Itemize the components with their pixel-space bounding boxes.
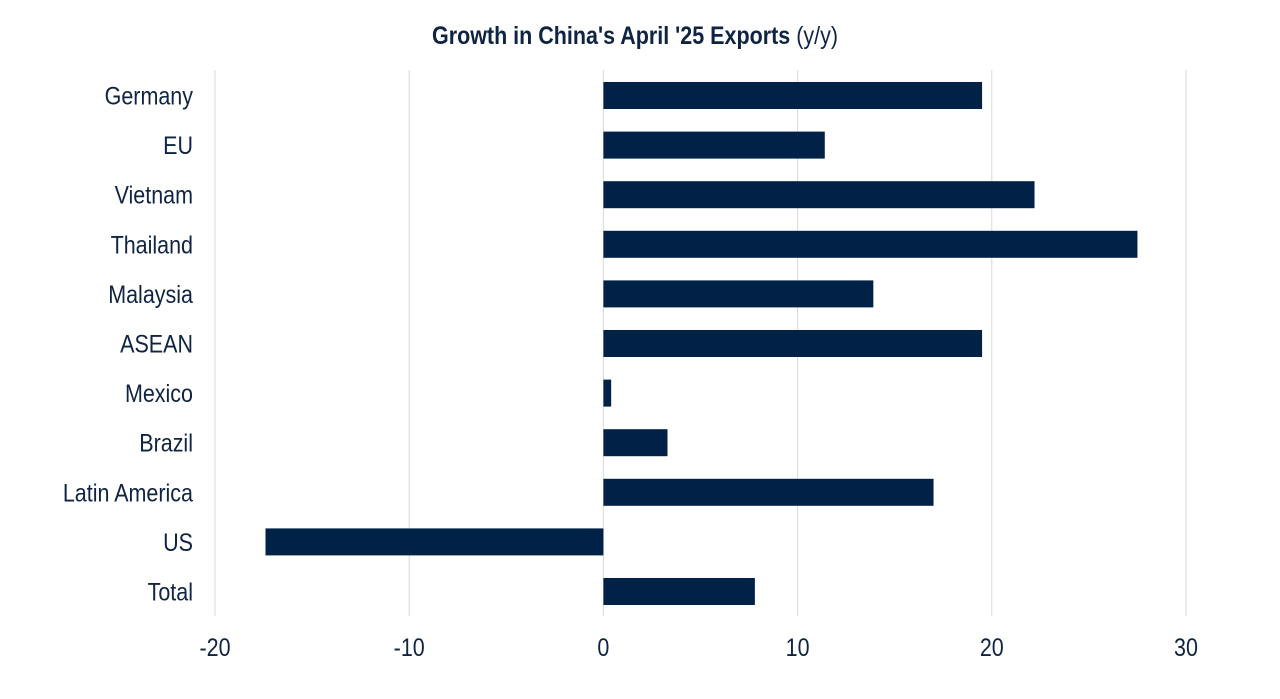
category-labels: Germany EU Vietnam Thailand Malaysia ASEAN Mex… xyxy=(63,82,193,606)
x-axis-tick-labels: -20 -10 0 10 20 30 xyxy=(199,633,1198,661)
category-label: Thailand xyxy=(111,231,193,259)
bar-latin-america xyxy=(603,478,934,506)
chart-title-main: Growth in China's April '25 Exports xyxy=(431,22,791,50)
bar-thailand xyxy=(603,230,1138,258)
chart-title-suffix: (y/y) xyxy=(796,22,839,50)
category-label: ASEAN xyxy=(120,330,193,358)
category-label: Vietnam xyxy=(115,181,193,209)
category-label: Malaysia xyxy=(108,280,193,308)
x-tick-label: 20 xyxy=(980,633,1004,661)
x-tick-label: 10 xyxy=(786,633,810,661)
bar-us xyxy=(265,528,604,556)
category-label: Latin America xyxy=(63,479,193,507)
bar-mexico xyxy=(603,379,612,407)
x-tick-label: -20 xyxy=(199,633,230,661)
bar-eu xyxy=(603,131,825,159)
bar-asean xyxy=(603,330,983,357)
category-label: US xyxy=(163,528,193,556)
bars xyxy=(265,82,1138,605)
bar-malaysia xyxy=(603,280,874,308)
chart-title: Growth in China's April '25 Exports (y/y… xyxy=(89,22,1181,51)
bar-vietnam xyxy=(603,181,1035,209)
category-label: Germany xyxy=(105,82,194,110)
x-tick-label: -10 xyxy=(394,633,425,661)
category-label: Mexico xyxy=(125,380,193,408)
x-tick-label: 30 xyxy=(1174,633,1198,661)
category-label: Total xyxy=(148,578,193,606)
bar-brazil xyxy=(603,429,668,457)
category-label: EU xyxy=(163,132,193,160)
x-tick-label: 0 xyxy=(597,633,609,661)
category-label: Brazil xyxy=(139,429,193,457)
bar-germany xyxy=(603,82,983,109)
bar-total xyxy=(603,578,755,605)
